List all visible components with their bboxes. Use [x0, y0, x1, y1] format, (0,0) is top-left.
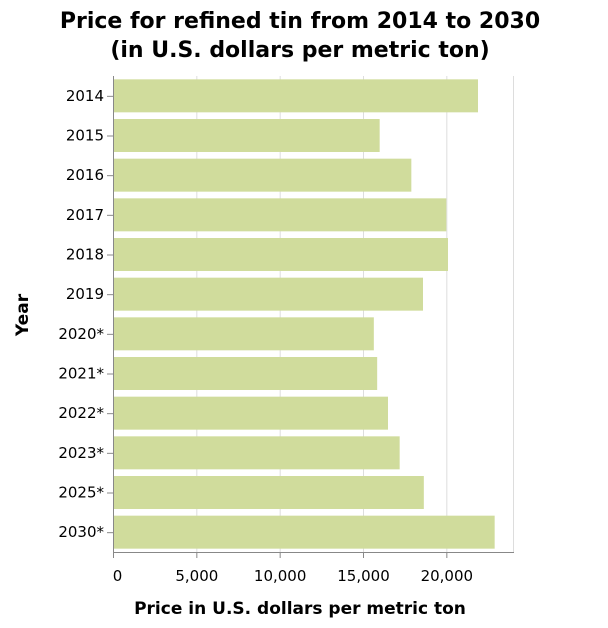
y-tick-label: 2030* — [58, 523, 104, 541]
x-tick-label: 10,000 — [254, 567, 307, 585]
y-tick-label: 2016 — [66, 166, 104, 184]
x-tick-label: 0 — [113, 567, 123, 585]
bar — [113, 476, 424, 509]
y-tick-label: 2014 — [66, 87, 104, 105]
bar — [113, 277, 423, 311]
bar — [113, 198, 447, 232]
bar — [113, 396, 388, 430]
y-tick-label: 2017 — [66, 206, 104, 224]
bars — [113, 79, 495, 549]
y-tick-label: 2021* — [58, 365, 104, 383]
bar — [113, 158, 412, 192]
bar — [113, 238, 448, 271]
chart-title-line-1: Price for refined tin from 2014 to 2030 — [60, 9, 540, 34]
y-tick-label: 2019 — [66, 285, 104, 303]
chart-title-line-2: (in U.S. dollars per metric ton) — [110, 38, 489, 63]
bar — [113, 317, 374, 351]
bar — [113, 436, 400, 470]
bar — [113, 79, 478, 113]
x-tick-label: 5,000 — [175, 567, 218, 585]
y-tick-label: 2025* — [58, 484, 104, 502]
x-tick-label: 15,000 — [337, 567, 390, 585]
bar — [113, 515, 495, 549]
axes: 2014 2015 2016 2017 2018 2019 2020* 2021* 2022* 2… — [58, 76, 514, 585]
y-axis-title: Year — [13, 293, 33, 337]
y-tick-label: 2018 — [66, 246, 104, 264]
y-tick-label: 2015 — [66, 127, 104, 145]
y-tick-label: 2020* — [58, 325, 104, 343]
x-tick-label: 20,000 — [421, 567, 474, 585]
y-tick-label: 2022* — [58, 404, 104, 422]
y-tick-label: 2023* — [58, 444, 104, 462]
x-axis-title: Price in U.S. dollars per metric ton — [134, 599, 466, 619]
bar — [113, 119, 380, 152]
bar — [113, 357, 378, 390]
